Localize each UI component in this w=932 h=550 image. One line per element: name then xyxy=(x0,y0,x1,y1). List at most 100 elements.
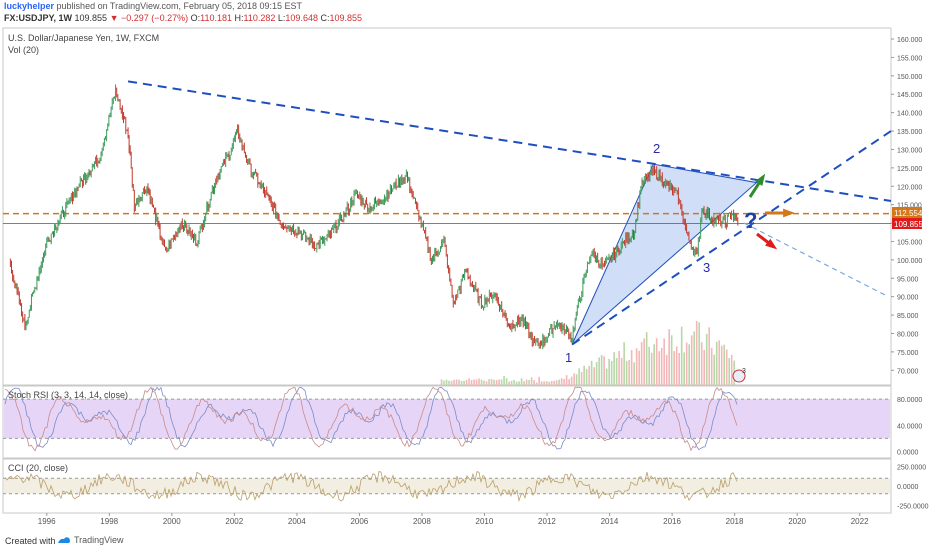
volume-bar xyxy=(598,357,600,385)
cci-line xyxy=(4,470,738,503)
price-panel-title: U.S. Dollar/Japanese Yen, 1W, FXCM xyxy=(8,33,159,43)
volume-bar xyxy=(623,342,625,385)
volume-bar xyxy=(568,379,570,385)
volume-bar xyxy=(510,380,513,385)
volume-bar xyxy=(710,347,713,385)
close-value: 109.855 xyxy=(329,13,363,23)
volume-bar xyxy=(715,341,718,385)
volume-bar xyxy=(610,361,613,385)
volume-bar xyxy=(673,351,675,385)
tradingview-logo-icon xyxy=(58,536,70,543)
volume-bar xyxy=(508,381,510,385)
tradingview-brand[interactable]: TradingView xyxy=(57,535,124,545)
volume-bar xyxy=(530,377,533,385)
price-panel-frame xyxy=(2,27,892,386)
publisher-name[interactable]: luckyhelper xyxy=(4,1,55,11)
rsi-tick-label: 40.0000 xyxy=(897,423,922,430)
rsi-line xyxy=(4,386,738,451)
volume-bar xyxy=(608,358,610,385)
volume-bar xyxy=(483,380,485,385)
volume-bar xyxy=(573,373,575,385)
volume-bar xyxy=(485,381,488,385)
volume-bar xyxy=(498,379,500,385)
last-price: 109.855 xyxy=(74,13,108,23)
y-tick-label: 130.000 xyxy=(897,147,922,154)
cci-tick-label: 250.0000 xyxy=(897,465,926,472)
x-tick-label: 2012 xyxy=(538,517,556,526)
volume-bar xyxy=(540,381,543,385)
volume-bar xyxy=(680,326,683,385)
volume-bar xyxy=(463,380,465,385)
volume-bar xyxy=(455,379,458,385)
volume-bar xyxy=(548,381,550,385)
volume-bar xyxy=(613,352,615,385)
volume-bar xyxy=(445,379,448,385)
volume-bar xyxy=(515,381,518,385)
x-tick-label: 2020 xyxy=(788,517,806,526)
price-tag-red-value: 109.855 xyxy=(894,220,923,229)
volume-bar xyxy=(465,379,468,385)
volume-bar xyxy=(650,352,653,385)
right-arrow-icon-head xyxy=(783,208,795,218)
event-flag-icon[interactable] xyxy=(732,369,746,383)
low-label: L: xyxy=(277,13,286,23)
volume-bar xyxy=(460,380,463,385)
rsi-title: Stoch RSI (3, 3, 14, 14, close) xyxy=(8,390,128,400)
volume-bar xyxy=(500,379,503,385)
projection-line xyxy=(743,222,886,296)
volume-bar xyxy=(458,379,460,385)
symbol-label: FX:USDJPY, 1W xyxy=(4,13,73,23)
event-count: 3 xyxy=(742,368,746,375)
volume-bar xyxy=(720,345,723,385)
volume-bar xyxy=(708,327,710,385)
down-arrow-icon-head xyxy=(765,238,778,250)
symbol-info: FX:USDJPY, 1W 109.855 ▼ −0.297 (−0.27%) … xyxy=(4,13,362,23)
volume-bar xyxy=(533,380,535,385)
y-tick-label: 135.000 xyxy=(897,129,922,136)
volume-bar xyxy=(593,367,595,385)
volume-bar xyxy=(603,356,605,385)
x-tick-label: 2018 xyxy=(726,517,744,526)
volume-bar xyxy=(595,361,598,385)
upper-trendline xyxy=(127,80,892,202)
volume-bar xyxy=(658,351,660,385)
volume-bar xyxy=(648,346,650,385)
chart-area[interactable]: 1996 1998 2000 2002 2004 2006 2008 2010 2012 2014… xyxy=(0,0,932,532)
volume-bar xyxy=(588,365,590,385)
volume-bar xyxy=(663,338,665,385)
annotation-point-1: 1 xyxy=(565,350,572,365)
volume-bar xyxy=(575,374,578,385)
open-label: O: xyxy=(190,13,201,23)
volume-bar xyxy=(518,381,520,385)
volume-bar xyxy=(640,342,643,385)
x-tick-label: 2000 xyxy=(163,517,181,526)
volume-bar xyxy=(625,361,628,385)
x-tick-label: 2016 xyxy=(663,517,681,526)
rsi-band-fill xyxy=(4,399,890,439)
volume-bar xyxy=(683,352,685,385)
footer: Created with TradingView xyxy=(0,532,932,550)
y-tick-label: 145.000 xyxy=(897,92,922,99)
y-tick-label: 105.000 xyxy=(897,239,922,246)
volume-bar xyxy=(505,378,508,385)
volume-bar xyxy=(490,379,493,385)
volume-bar xyxy=(503,375,505,385)
x-tick-label: 1996 xyxy=(38,517,56,526)
high-label: H: xyxy=(234,13,244,23)
volume-bar xyxy=(730,354,733,385)
volume-bar xyxy=(583,365,585,385)
volume-bar xyxy=(493,379,495,385)
rsi-tick-label: 80.0000 xyxy=(897,397,922,404)
volume-bar xyxy=(685,342,688,385)
volume-bar xyxy=(630,349,633,385)
volume-bar xyxy=(615,358,618,385)
created-with-label: Created with xyxy=(5,536,56,546)
volume-bar xyxy=(513,379,515,385)
y-tick-label: 115.000 xyxy=(897,203,922,210)
low-value: 109.648 xyxy=(285,13,318,23)
brand-label: TradingView xyxy=(74,535,124,545)
volume-bar xyxy=(695,321,698,385)
y-tick-label: 75.000 xyxy=(897,350,919,357)
volume-bar xyxy=(605,368,608,385)
volume-bar xyxy=(520,378,523,385)
